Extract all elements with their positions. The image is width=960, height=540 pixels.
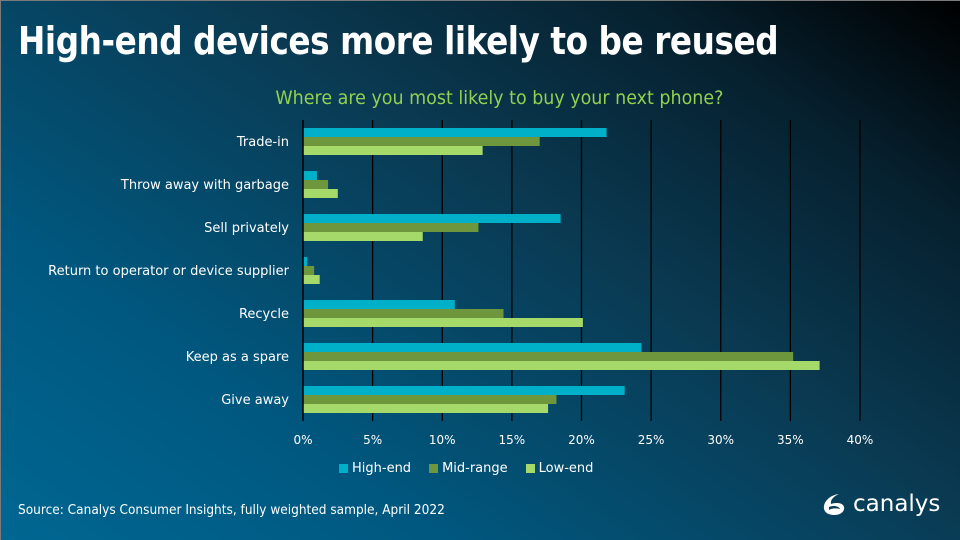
source-note: Source: Canalys Consumer Insights, fully… [18, 502, 445, 518]
category-label: Return to operator or device supplier [48, 264, 289, 279]
legend-item-low-end: Low-end [525, 461, 594, 476]
bar-mid-range [303, 223, 479, 232]
bar-low-end [303, 232, 423, 241]
canalys-logo-icon [823, 494, 845, 515]
x-tick-label: 40% [847, 433, 874, 447]
x-tick-label: 35% [777, 433, 804, 447]
bar-low-end [303, 318, 583, 327]
canalys-logo: canalys [821, 491, 940, 517]
bar-low-end [303, 189, 338, 198]
bars [303, 128, 820, 413]
chart-title: Where are you most likely to buy your ne… [275, 87, 724, 109]
x-tick-label: 15% [499, 433, 526, 447]
bar-high-end [303, 128, 607, 137]
category-label: Throw away with garbage [120, 178, 289, 193]
gridlines [371, 120, 861, 421]
x-tick-label: 5% [363, 433, 382, 447]
bar-low-end [303, 275, 320, 284]
category-label: Trade-in [236, 135, 289, 150]
bar-mid-range [303, 352, 794, 361]
legend: High-end Mid-range Low-end [339, 461, 593, 476]
bar-low-end [303, 146, 483, 155]
bar-mid-range [303, 137, 540, 146]
bar-high-end [303, 386, 625, 395]
x-tick-labels: 0% 5% 10% 15% 20% 25% 30% 35% 40% [293, 433, 873, 447]
x-tick-label: 0% [293, 433, 312, 447]
bar-high-end [303, 214, 561, 223]
x-tick-label: 25% [638, 433, 665, 447]
bar-low-end [303, 361, 820, 370]
category-label: Keep as a spare [186, 350, 289, 365]
slide-title: High-end devices more likely to be reuse… [18, 19, 779, 63]
x-tick-label: 20% [568, 433, 595, 447]
bar-mid-range [303, 309, 504, 318]
bar-mid-range [303, 395, 557, 404]
legend-swatch-high-end [339, 464, 348, 473]
bar-high-end [303, 257, 308, 266]
category-label: Sell privately [204, 221, 289, 236]
legend-swatch-low-end [525, 464, 535, 473]
legend-label: High-end [352, 461, 412, 476]
legend-item-high-end: High-end [339, 461, 411, 476]
x-tick-label: 10% [429, 433, 456, 447]
legend-item-mid-range: Mid-range [429, 461, 508, 476]
bar-high-end [303, 300, 455, 309]
bar-low-end [303, 404, 549, 413]
legend-label: Low-end [538, 461, 594, 476]
category-labels: Trade-in Throw away with garbage Sell priv… [48, 135, 289, 408]
bar-high-end [303, 343, 642, 352]
legend-swatch-mid-range [429, 464, 439, 473]
bar-high-end [303, 171, 317, 180]
category-label: Give away [221, 393, 289, 408]
bar-mid-range [303, 266, 315, 275]
logo-text: canalys [853, 491, 941, 517]
legend-label: Mid-range [442, 461, 508, 476]
bar-mid-range [303, 180, 329, 189]
category-label: Recycle [239, 307, 289, 322]
x-tick-label: 30% [707, 433, 734, 447]
